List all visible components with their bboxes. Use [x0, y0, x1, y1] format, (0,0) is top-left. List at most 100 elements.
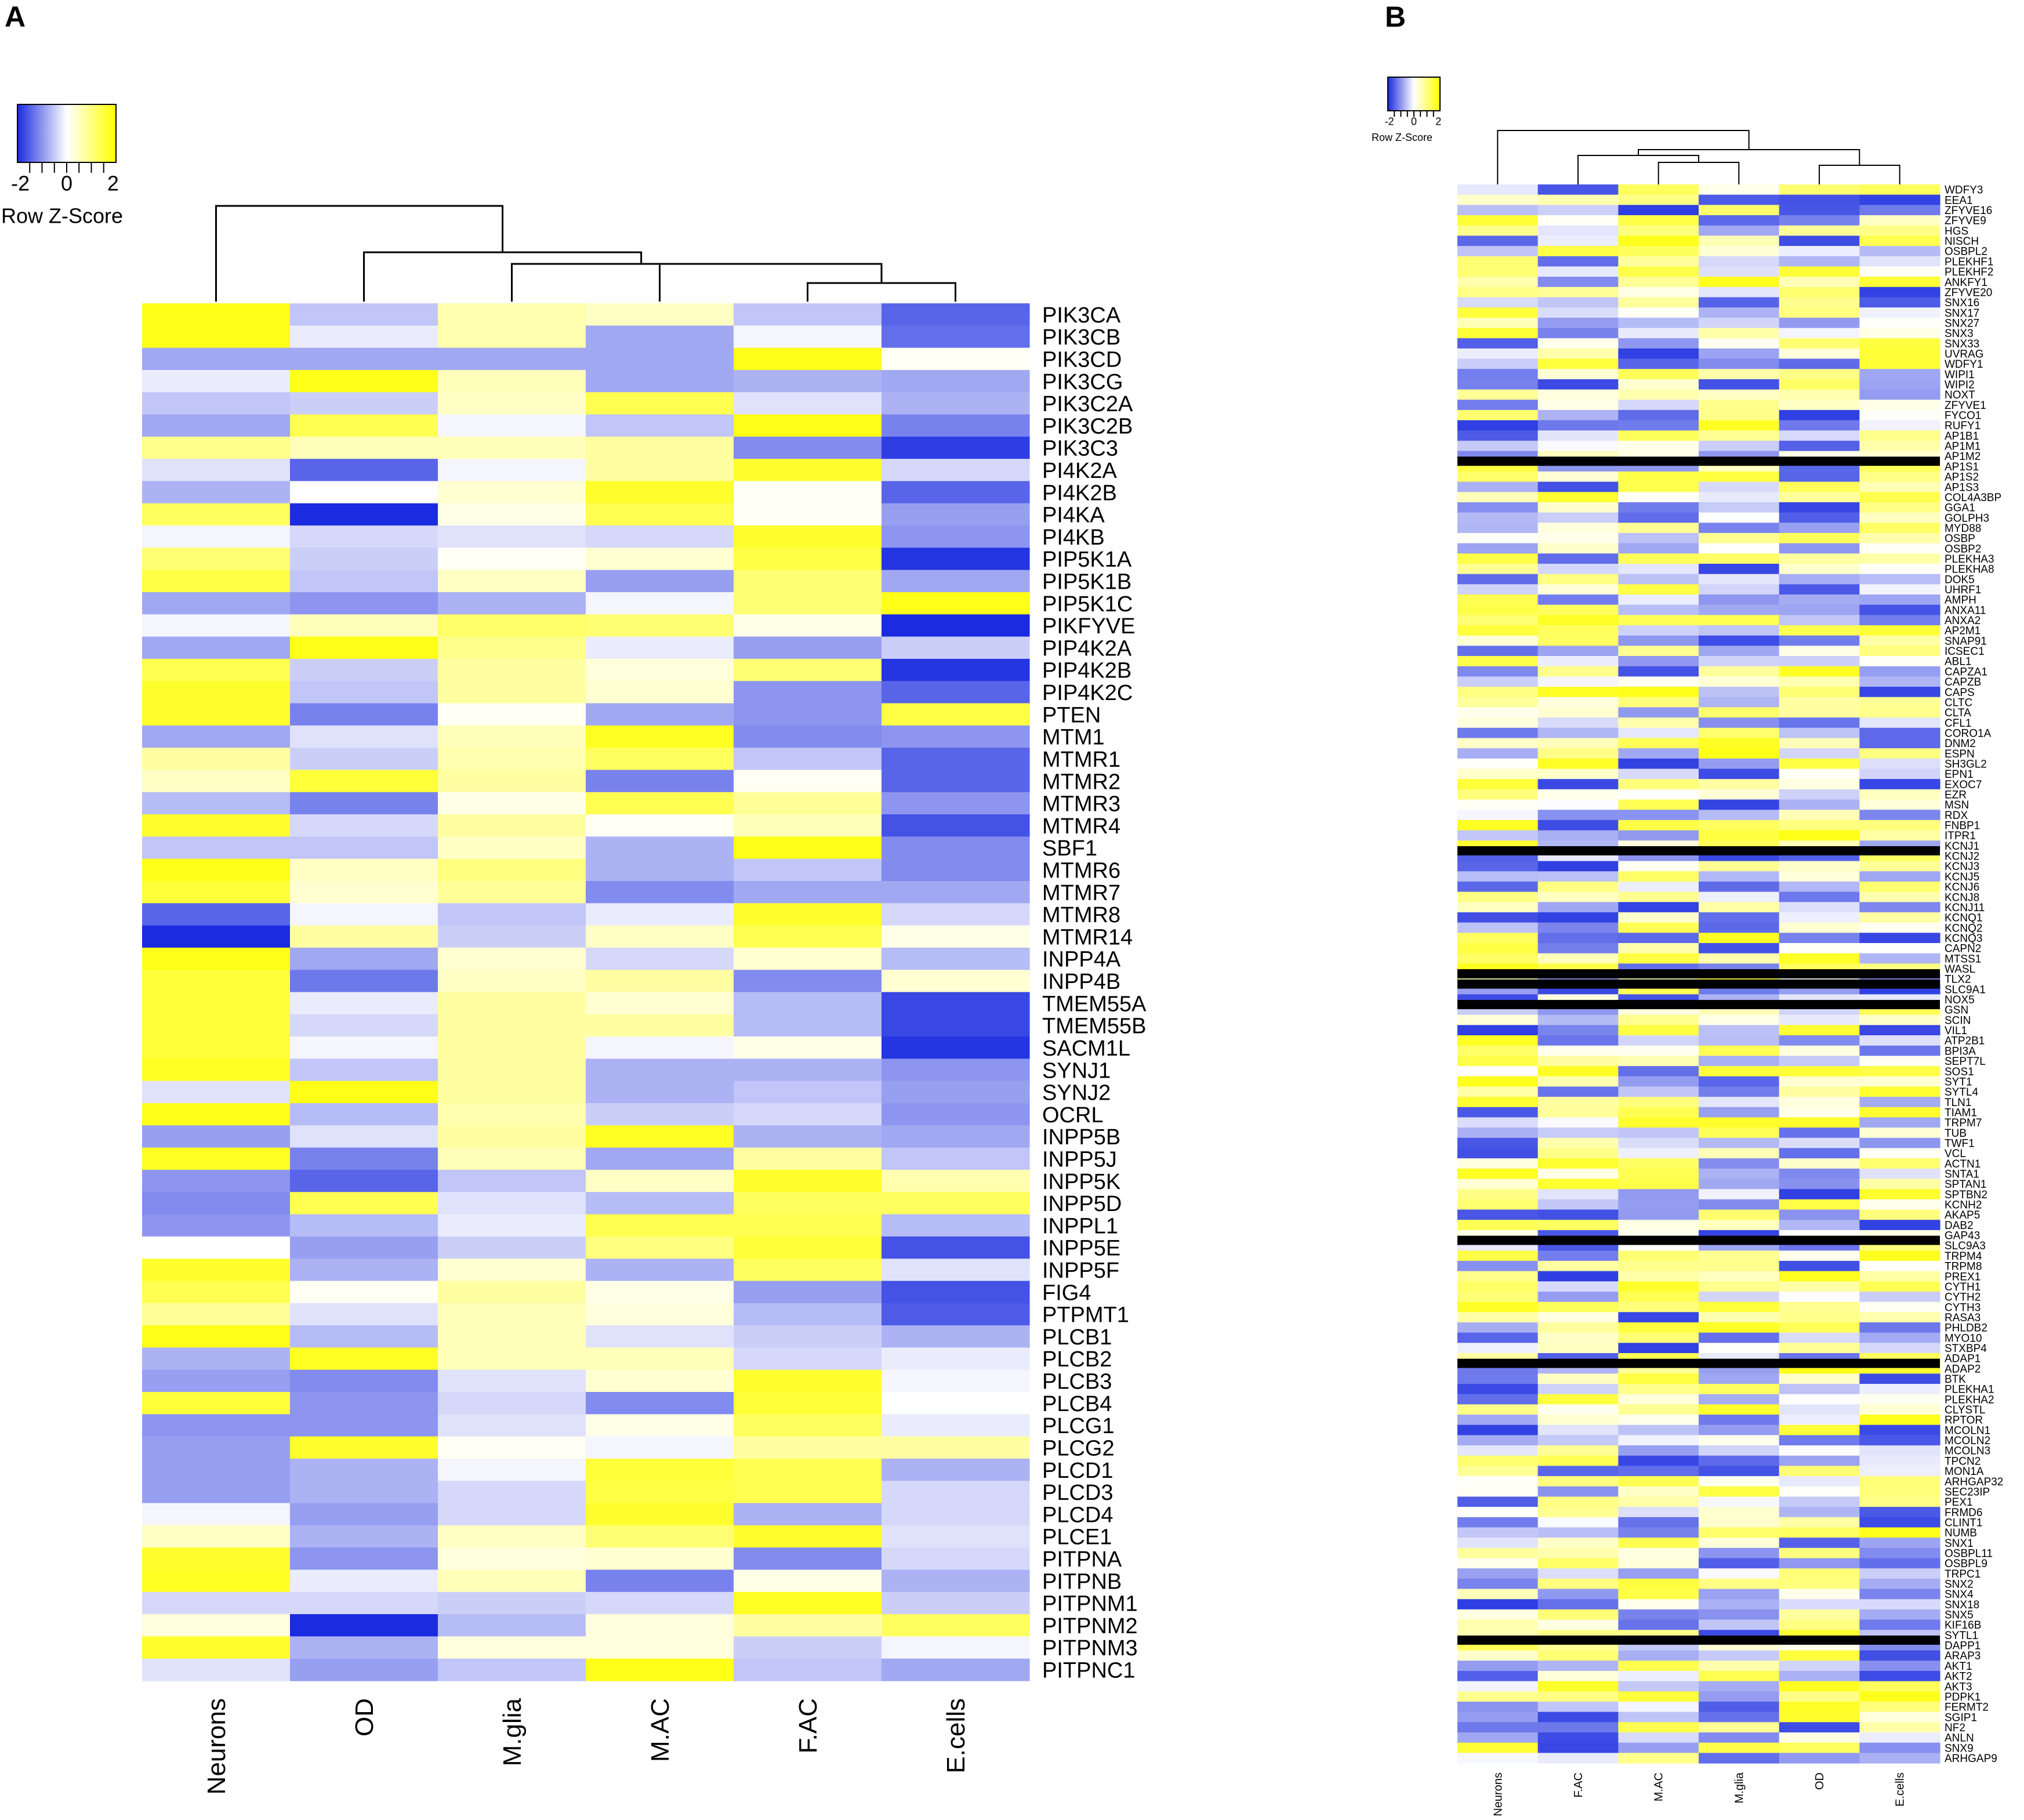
heatmap-b-cell — [1859, 953, 1940, 964]
heatmap-b-cell — [1779, 205, 1860, 216]
heatmap-b-cell — [1537, 1301, 1619, 1313]
heatmap-a-cell — [734, 614, 882, 637]
heatmap-b-cell — [1537, 1137, 1619, 1149]
heatmap-b-cell — [1779, 1742, 1860, 1753]
heatmap-b-cell — [1859, 512, 1940, 523]
heatmap-b-cell — [1537, 1547, 1619, 1559]
heatmap-a-cell — [438, 681, 586, 704]
heatmap-b-cell — [1537, 1220, 1619, 1231]
heatmap-b-cell — [1618, 933, 1699, 944]
heatmap-b-cell — [1779, 902, 1860, 913]
heatmap-b-row-label: OSBP — [1945, 533, 1975, 545]
heatmap-b-cell — [1618, 379, 1699, 390]
heatmap-b-cell — [1537, 328, 1619, 339]
heatmap-b-cell — [1699, 820, 1780, 831]
heatmap-b-column-label: OD — [1813, 1772, 1826, 1790]
heatmap-b-cell — [1457, 1332, 1539, 1343]
heatmap-b-cell — [1537, 266, 1619, 277]
heatmap-b-row-label: AMPH — [1945, 594, 1976, 607]
heatmap-b-cell — [1699, 1547, 1780, 1559]
heatmap-b-cell — [1457, 1199, 1539, 1210]
heatmap-b-cell — [1779, 1619, 1860, 1630]
heatmap-a-row-label: PITPNA — [1042, 1547, 1122, 1572]
heatmap-a-cell — [882, 392, 1030, 415]
heatmap-b-row-label: KCNJ2 — [1945, 851, 1979, 863]
heatmap-b-cell — [1457, 717, 1539, 728]
heatmap-b-cell — [1457, 184, 1539, 195]
heatmap-b-cell — [1457, 656, 1539, 667]
heatmap-b-cell — [1457, 317, 1539, 329]
panel-b-label: B — [1385, 1, 1406, 33]
heatmap-a-cell — [438, 1014, 586, 1037]
heatmap-b-cell — [1537, 707, 1619, 718]
heatmap-b-cell — [1699, 215, 1780, 226]
heatmap-b-cell — [1859, 369, 1940, 380]
heatmap-b-cell — [1457, 666, 1539, 677]
heatmap-b-row-label: SNX9 — [1945, 1742, 1974, 1754]
heatmap-b-cell — [1859, 1158, 1940, 1169]
heatmap-a-cell — [586, 792, 734, 815]
heatmap-a-cell — [290, 1458, 438, 1481]
heatmap-b-cell — [1537, 758, 1619, 770]
heatmap-b-cell — [1859, 481, 1940, 492]
heatmap-a-cell — [586, 1103, 734, 1126]
heatmap-b-cell — [1537, 512, 1619, 523]
heatmap-b-cell — [1779, 584, 1860, 595]
heatmap-b-cell — [1699, 1117, 1780, 1128]
heatmap-b-cell — [1699, 1455, 1780, 1467]
heatmap-b-cell — [1779, 1476, 1860, 1487]
heatmap-a-cell — [142, 970, 291, 993]
heatmap-b-cell — [1859, 1578, 1940, 1590]
heatmap-a-cell — [734, 1458, 882, 1481]
heatmap-b-cell — [1457, 830, 1539, 841]
heatmap-a-cell — [734, 1614, 882, 1637]
heatmap-a-cell — [290, 1547, 438, 1571]
heatmap-a-cell — [882, 1347, 1030, 1371]
heatmap-b-cell — [1457, 1066, 1539, 1077]
heatmap-b-cell — [1699, 1014, 1780, 1025]
heatmap-b-cell — [1457, 1168, 1539, 1180]
heatmap-b-cell — [1618, 1609, 1699, 1620]
heatmap-b-cell — [1618, 748, 1699, 759]
heatmap-b-cell — [1618, 225, 1699, 236]
heatmap-a-cell — [882, 748, 1030, 771]
heatmap-b-cell — [1457, 1496, 1539, 1507]
heatmap-b-cell — [1859, 379, 1940, 390]
heatmap-b-cell — [1537, 1404, 1619, 1415]
heatmap-b-cell — [1618, 1650, 1699, 1661]
heatmap-b-cell — [1859, 656, 1940, 667]
heatmap-b-cell — [1859, 492, 1940, 503]
heatmap-a-row-label: PIP4K2A — [1042, 636, 1132, 661]
heatmap-b-cell — [1699, 1435, 1780, 1446]
heatmap-b-cell — [1779, 369, 1860, 380]
heatmap-b-cell — [1779, 512, 1860, 523]
heatmap-b-cell — [1859, 1332, 1940, 1343]
heatmap-b-cell — [1618, 1558, 1699, 1569]
heatmap-b-cell — [1457, 369, 1539, 380]
heatmap-b-cell — [1859, 1701, 1940, 1713]
heatmap-b-cell — [1618, 625, 1699, 636]
heatmap-b-cell — [1699, 1260, 1780, 1272]
heatmap-b-cell — [1859, 738, 1940, 749]
heatmap-b-cell — [1457, 1107, 1539, 1118]
heatmap-b-cell — [1859, 1066, 1940, 1077]
heatmap-b-cell — [1779, 266, 1860, 277]
heatmap-b-cell — [1699, 758, 1780, 770]
heatmap-b-row-label: PLEKHA1 — [1945, 1384, 1994, 1396]
heatmap-a-cell — [290, 392, 438, 415]
heatmap-b-cell — [1699, 1168, 1780, 1180]
heatmap-b-cell — [1537, 1189, 1619, 1200]
heatmap-b-cell — [1537, 481, 1619, 492]
heatmap-a-cell — [290, 1369, 438, 1393]
heatmap-a-cell — [290, 1259, 438, 1282]
heatmap-a-row-label: TMEM55B — [1042, 1014, 1146, 1039]
heatmap-b-cell — [1859, 1322, 1940, 1333]
heatmap-a-key-label: -2 — [11, 172, 30, 195]
heatmap-b-cell — [1859, 1691, 1940, 1702]
heatmap-a-cell — [142, 503, 291, 526]
heatmap-b-cell — [1618, 820, 1699, 831]
heatmap-b-cell — [1457, 1517, 1539, 1528]
heatmap-b-cell — [1537, 194, 1619, 205]
heatmap-b-cell — [1537, 409, 1619, 421]
heatmap-a-cell — [882, 1169, 1030, 1192]
